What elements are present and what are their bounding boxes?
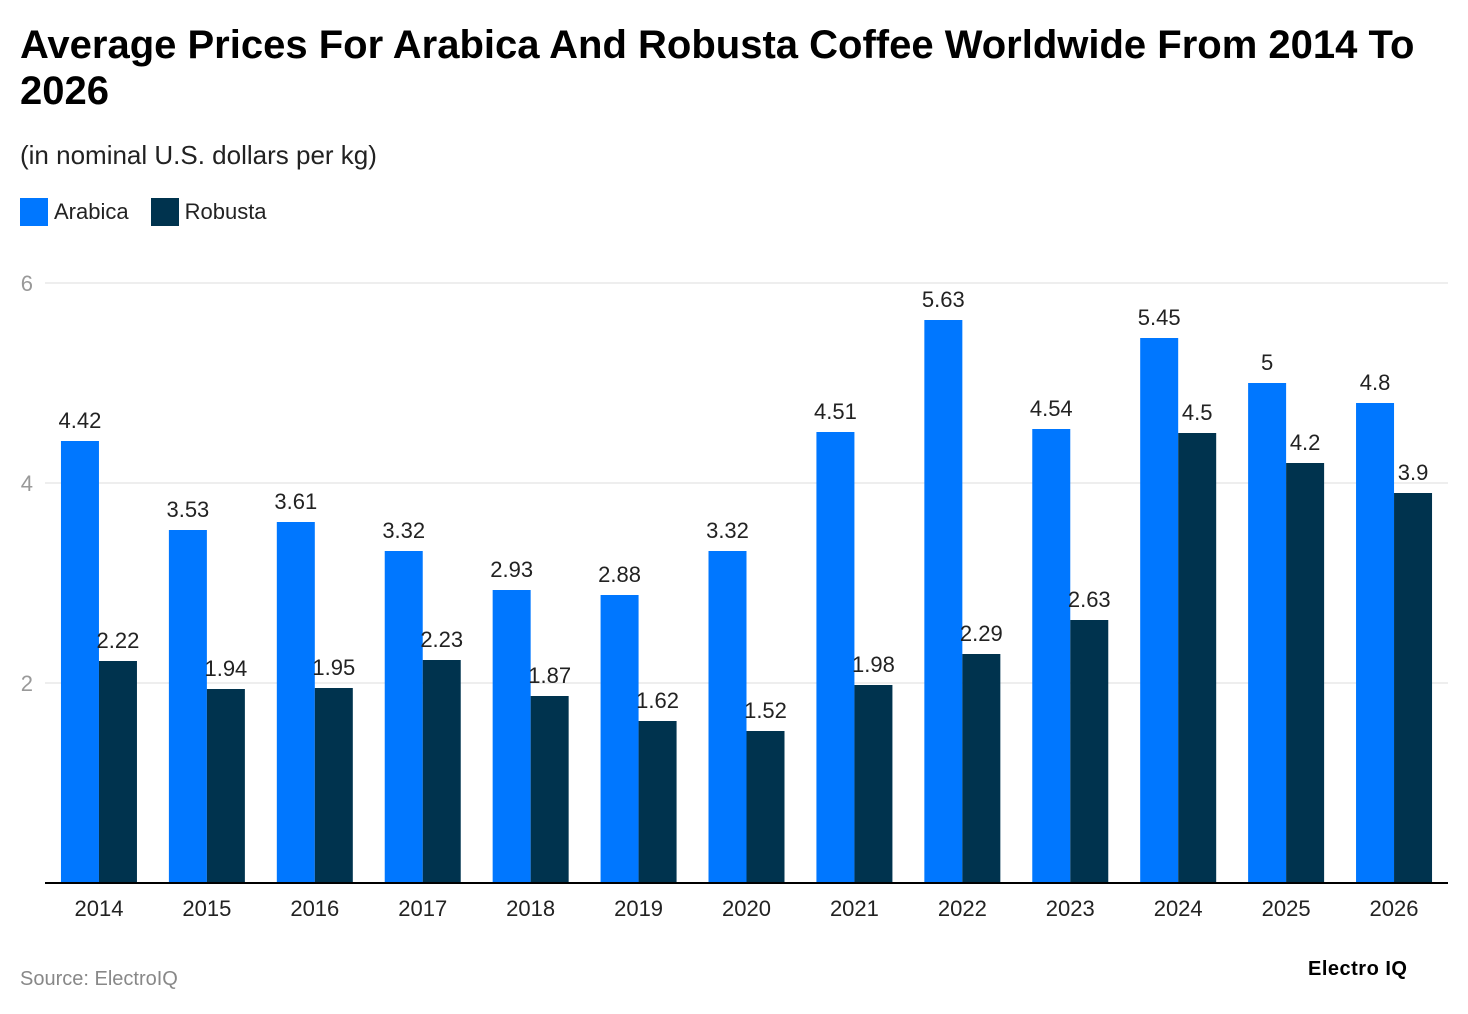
bar-robusta-2024 — [1178, 433, 1217, 883]
legend: Arabica Robusta — [20, 198, 289, 226]
bar-robusta-2019 — [638, 721, 677, 883]
bar-robusta-2014 — [98, 661, 137, 883]
bar-arabica-2021 — [816, 432, 855, 883]
bar-arabica-2016 — [276, 522, 315, 883]
chart-subtitle: (in nominal U.S. dollars per kg) — [20, 140, 377, 170]
x-tick-label-2026: 2026 — [1370, 896, 1419, 921]
data-label-arabica-2023: 4.54 — [1030, 396, 1073, 421]
legend-item-arabica[interactable]: Arabica — [20, 198, 129, 226]
source-note: Source: ElectroIQ — [20, 968, 178, 990]
data-label-arabica-2022: 5.63 — [922, 287, 965, 312]
x-tick-label-2016: 2016 — [290, 896, 339, 921]
data-label-robusta-2017: 2.23 — [420, 627, 463, 652]
x-tick-label-2017: 2017 — [398, 896, 447, 921]
data-label-robusta-2025: 4.2 — [1290, 430, 1321, 455]
data-label-robusta-2026: 3.9 — [1398, 460, 1429, 485]
bar-robusta-2018 — [530, 696, 569, 883]
data-label-arabica-2026: 4.8 — [1360, 370, 1391, 395]
data-label-robusta-2015: 1.94 — [204, 656, 247, 681]
bar-robusta-2023 — [1070, 620, 1109, 883]
bar-robusta-2021 — [854, 685, 893, 883]
legend-label-arabica: Arabica — [54, 199, 129, 224]
data-label-robusta-2018: 1.87 — [528, 663, 571, 688]
bar-robusta-2022 — [962, 654, 1001, 883]
data-label-arabica-2016: 3.61 — [274, 489, 317, 514]
x-tick-label-2020: 2020 — [722, 896, 771, 921]
bar-arabica-2022 — [924, 320, 963, 883]
data-label-robusta-2016: 1.95 — [312, 655, 355, 680]
data-label-robusta-2021: 1.98 — [852, 652, 895, 677]
legend-item-robusta[interactable]: Robusta — [150, 198, 267, 226]
data-label-robusta-2014: 2.22 — [97, 628, 140, 653]
x-tick-label-2018: 2018 — [506, 896, 555, 921]
bar-arabica-2017 — [384, 551, 423, 883]
x-tick-label-2019: 2019 — [614, 896, 663, 921]
data-label-robusta-2024: 4.5 — [1182, 400, 1213, 425]
y-tick-label-2: 2 — [21, 671, 33, 696]
bar-arabica-2025 — [1248, 383, 1287, 883]
data-label-robusta-2022: 2.29 — [960, 621, 1003, 646]
data-label-arabica-2025: 5 — [1261, 350, 1273, 375]
data-label-arabica-2019: 2.88 — [598, 562, 641, 587]
legend-swatch-robusta — [150, 198, 179, 226]
bar-arabica-2020 — [708, 551, 747, 883]
bar-arabica-2024 — [1140, 338, 1179, 883]
bar-robusta-2020 — [746, 731, 785, 883]
data-label-arabica-2018: 2.93 — [490, 557, 533, 582]
x-tick-label-2021: 2021 — [830, 896, 879, 921]
data-label-arabica-2017: 3.32 — [382, 518, 425, 543]
legend-swatch-arabica — [20, 198, 48, 226]
data-label-arabica-2015: 3.53 — [166, 497, 209, 522]
data-label-arabica-2020: 3.32 — [706, 518, 749, 543]
x-tick-label-2014: 2014 — [74, 896, 123, 921]
x-tick-label-2022: 2022 — [938, 896, 987, 921]
bar-robusta-2025 — [1286, 463, 1325, 883]
data-label-robusta-2020: 1.52 — [744, 698, 787, 723]
y-tick-label-4: 4 — [21, 471, 33, 496]
brand-logo: Electro IQ — [1308, 958, 1408, 980]
y-tick-label-6: 6 — [21, 271, 33, 296]
bar-robusta-2017 — [422, 660, 461, 883]
bar-robusta-2016 — [314, 688, 353, 883]
x-tick-label-2015: 2015 — [182, 896, 231, 921]
bar-robusta-2015 — [206, 689, 245, 883]
bar-arabica-2014 — [60, 441, 99, 883]
data-label-arabica-2021: 4.51 — [814, 399, 857, 424]
bar-arabica-2026 — [1356, 403, 1395, 883]
x-tick-label-2025: 2025 — [1262, 896, 1311, 921]
data-label-arabica-2014: 4.42 — [59, 408, 102, 433]
chart-title: Average Prices For Arabica And Robusta C… — [20, 23, 1415, 113]
data-label-arabica-2024: 5.45 — [1138, 305, 1181, 330]
legend-label-robusta: Robusta — [184, 199, 267, 224]
bar-arabica-2015 — [168, 530, 207, 883]
x-tick-label-2024: 2024 — [1154, 896, 1203, 921]
data-label-robusta-2019: 1.62 — [636, 688, 679, 713]
x-tick-label-2023: 2023 — [1046, 896, 1095, 921]
bar-robusta-2026 — [1394, 493, 1433, 883]
bar-arabica-2018 — [492, 590, 531, 883]
bar-arabica-2023 — [1032, 429, 1071, 883]
data-label-robusta-2023: 2.63 — [1068, 587, 1111, 612]
bar-arabica-2019 — [600, 595, 639, 883]
